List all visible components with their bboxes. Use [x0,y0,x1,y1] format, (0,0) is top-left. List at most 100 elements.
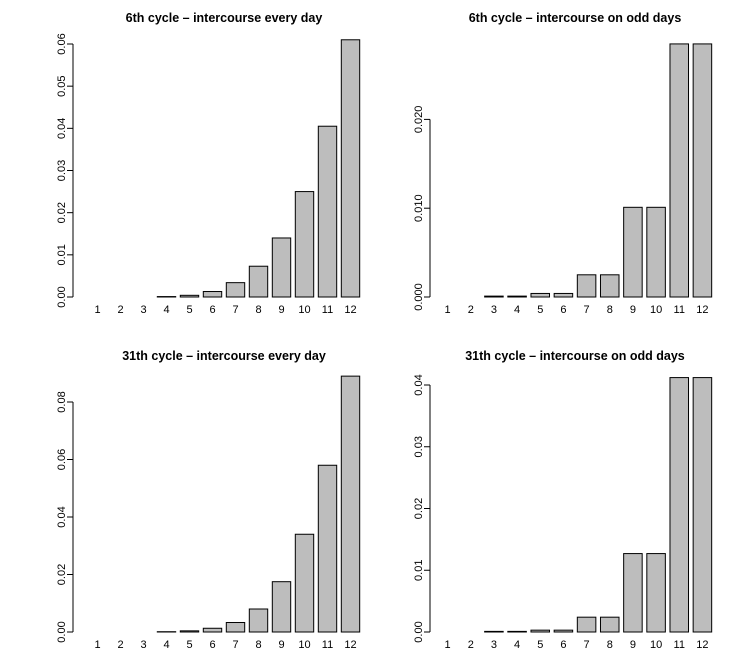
chart-panel-4: 31th cycle – intercourse on odd days 1 2 3 4… [413,349,713,651]
x-tick-label: 3 [140,639,146,651]
x-tick-label: 6 [560,639,566,651]
y-tick-label: 0.02 [56,202,68,223]
x-tick-label: 10 [298,639,310,651]
chart-title: 6th cycle – intercourse every day [126,11,323,25]
x-tick-label: 9 [278,304,284,316]
x-tick-label: 6 [560,304,566,316]
bar [646,206,666,298]
x-tick-label: 3 [491,639,497,651]
bar [576,274,597,298]
bar [599,616,620,633]
bar [271,581,292,633]
x-tick-label: 7 [232,304,238,316]
x-tick-label: 7 [584,304,590,316]
x-tick-label: 3 [140,304,146,316]
x-tick-label: 6 [209,304,215,316]
x-tick-label: 4 [514,639,520,651]
chart-title: 31th cycle – intercourse every day [122,349,326,363]
bar [599,274,620,298]
x-tick-label: 11 [674,639,685,651]
x-tick-label: 9 [630,304,636,316]
bar [623,553,643,633]
y-tick-label: 0.000 [413,283,425,311]
x-tick-label: 7 [584,639,590,651]
y-tick-label: 0.00 [56,286,68,307]
x-tick-label: 5 [186,304,192,316]
y-tick-label: 0.03 [56,160,68,181]
bar [340,375,361,633]
bar [294,533,315,633]
bar [669,43,690,298]
bar [202,627,223,633]
y-tick-label: 0.08 [56,391,68,412]
x-tick-label: 6 [209,639,215,651]
bar [294,191,315,298]
x-tick-label: 2 [468,639,474,651]
x-tick-label: 11 [322,639,333,651]
bar [179,294,200,298]
x-tick-label: 2 [117,304,123,316]
bar [553,629,574,633]
x-tick-label: 1 [445,639,451,651]
y-tick-label: 0.00 [56,621,68,642]
y-tick-label: 0.06 [56,449,68,470]
x-tick-label: 10 [650,639,662,651]
bar [669,377,690,633]
x-tick-label: 1 [94,304,100,316]
x-tick-label: 7 [232,639,238,651]
x-tick-label: 11 [674,304,685,316]
y-tick-label: 0.02 [413,498,425,519]
x-tick-label: 8 [607,639,613,651]
bar [484,295,504,298]
bar [646,553,666,633]
bar [271,237,292,298]
bar [530,292,551,298]
bar [507,295,527,298]
x-tick-label: 5 [186,639,192,651]
x-tick-label: 9 [630,639,636,651]
y-tick-label: 0.04 [413,374,425,395]
bar [225,622,246,633]
x-tick-label: 12 [344,304,356,316]
bar [623,206,643,298]
x-tick-label: 4 [163,304,169,316]
y-tick-label: 0.03 [413,436,425,457]
x-tick-label: 4 [163,639,169,651]
y-tick-label: 0.02 [56,564,68,585]
y-tick-label: 0.06 [56,33,68,54]
chart-title: 31th cycle – intercourse on odd days [465,349,685,363]
bar [317,464,338,633]
y-tick-label: 0.01 [413,560,425,581]
x-tick-label: 11 [322,304,333,316]
bar [692,43,713,298]
x-tick-label: 5 [537,304,543,316]
x-tick-label: 9 [278,639,284,651]
x-tick-label: 5 [537,639,543,651]
x-tick-label: 8 [607,304,613,316]
y-tick-label: 0.04 [56,118,68,139]
bar [507,630,527,633]
bar [179,630,200,633]
x-tick-label: 12 [696,304,708,316]
bar [225,282,246,298]
y-tick-label: 0.010 [413,194,425,222]
x-tick-label: 8 [255,304,261,316]
x-tick-label: 8 [255,639,261,651]
chart-title: 6th cycle – intercourse on odd days [469,11,682,25]
bar [553,292,574,298]
y-tick-label: 0.05 [56,75,68,96]
bar [530,629,551,633]
bar [692,377,713,633]
y-tick-label: 0.01 [56,244,68,265]
x-tick-label: 2 [117,639,123,651]
bar [484,630,504,633]
bar [248,265,269,298]
x-tick-label: 10 [298,304,310,316]
x-tick-label: 2 [468,304,474,316]
x-tick-label: 4 [514,304,520,316]
y-tick-label: 0.020 [413,106,425,134]
